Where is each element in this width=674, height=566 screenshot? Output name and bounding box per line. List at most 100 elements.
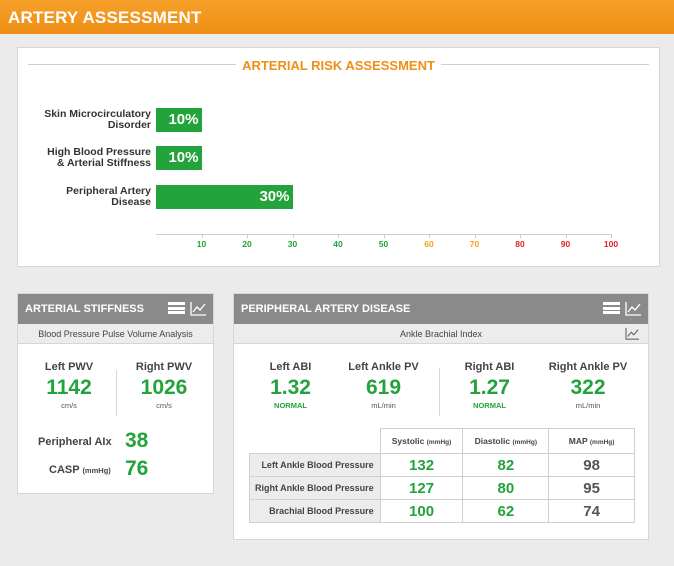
panel-subtitle: Ankle Brachial Index [234,324,648,344]
axis-tick-label: 10 [196,239,207,249]
row-label: Left Ankle Blood Pressure [249,453,381,477]
systolic-value: 100 [379,499,464,523]
left-ankle-pv: Left Ankle PV 619 mL/min [341,361,426,410]
map-value: 98 [548,453,635,477]
risk-label-line2: Disease [111,196,151,208]
right-pwv-label: Right PWV [135,361,193,373]
risk-value: 30% [259,188,290,205]
header-icons [603,301,642,316]
risk-label-line2: Disorder [107,119,151,131]
axis-tick-label: 20 [242,239,252,249]
diastolic-value: 80 [462,476,550,500]
right-abi-value: 1.27 [469,376,510,399]
diastolic-value: 62 [462,499,550,523]
left-ankle-pv-unit: mL/min [371,401,396,410]
risk-bar: 10% [156,146,202,170]
left-pwv: Left PWV 1142 cm/s [26,361,112,410]
axis-tick-label: 70 [469,239,480,249]
right-ankle-pv-unit: mL/min [575,401,601,410]
table-row: Right Ankle Blood Pressure 127 80 95 [249,476,635,500]
casp-unit: (mmHg) [82,466,111,475]
column-unit: (mmHg) [589,439,615,446]
axis-tick-label: 90 [560,239,571,249]
risk-title: ARTERIAL RISK ASSESSMENT [18,57,659,75]
list-icon[interactable] [603,301,620,315]
table-header-row: Systolic (mmHg) Diastolic (mmHg) MAP (mm… [250,428,635,454]
column-header: Diastolic (mmHg) [462,428,550,454]
casp-label: CASP (mmHg) [49,464,111,476]
peripheral-artery-disease-panel: PERIPHERAL ARTERY DISEASE Ankle Brachial… [233,293,649,540]
right-pwv-unit: cm/s [156,401,172,410]
right-ankle-pv-value: 322 [570,376,606,399]
axis-tick [383,234,385,238]
arterial-stiffness-panel: ARTERIAL STIFFNESS Blood Pressure Pulse … [17,293,214,494]
left-pwv-value: 1142 [46,376,92,399]
diastolic-value: 82 [462,453,550,477]
axis-tick-label: 100 [603,239,619,249]
panel-title: PERIPHERAL ARTERY DISEASE [241,303,411,315]
axis-tick-label: 40 [333,239,343,249]
axis-tick [611,234,612,238]
risk-bar: 30% [156,185,293,209]
panel-header: PERIPHERAL ARTERY DISEASE [234,294,648,324]
list-icon[interactable] [168,301,185,315]
left-pwv-unit: cm/s [61,401,77,410]
risk-label: Skin Microcirculatory Disorder [18,109,151,131]
table-row: Brachial Blood Pressure 100 62 74 [249,499,635,523]
column-header: MAP (mmHg) [548,428,635,454]
axis-tick [338,234,339,238]
column-label: Diastolic [474,436,511,446]
risk-title-text: ARTERIAL RISK ASSESSMENT [236,58,441,73]
axis-tick [565,234,567,238]
panel-subtitle-text: Blood Pressure Pulse Volume Analysis [38,329,193,339]
risk-label-line1: Peripheral Artery [66,185,151,197]
left-abi-value: 1.32 [270,376,311,399]
left-ankle-pv-value: 619 [365,376,402,399]
axis-tick [429,234,430,238]
risk-value: 10% [168,149,199,166]
risk-label-line2: & Arterial Stiffness [56,157,151,169]
panel-header: ARTERIAL STIFFNESS [18,294,213,324]
axis-tick-label: 50 [378,239,389,249]
left-abi-label: Left ABI [269,361,312,373]
line-chart-icon[interactable] [625,327,640,340]
casp-label-text: CASP [49,464,80,476]
line-chart-icon[interactable] [190,301,207,316]
risk-label-line1: Skin Microcirculatory [44,108,151,120]
axis-tick [474,234,476,238]
app-header: ARTERY ASSESSMENT [0,0,674,34]
column-unit: (mmHg) [512,439,538,446]
left-abi: Left ABI 1.32 NORMAL [248,361,333,410]
right-abi-status: NORMAL [473,401,506,410]
right-ankle-pv: Right Ankle PV 322 mL/min [538,361,638,410]
right-pwv: Right PWV 1026 cm/s [121,361,207,410]
map-value: 95 [548,476,635,500]
risk-label-line1: High Blood Pressure [47,146,151,158]
panel-title: ARTERIAL STIFFNESS [25,303,144,315]
blood-pressure-table: Systolic (mmHg) Diastolic (mmHg) MAP (mm… [249,428,635,523]
axis-tick [292,234,294,238]
axis-tick-label: 30 [287,239,298,249]
divider [116,370,117,416]
right-ankle-pv-label: Right Ankle PV [548,361,628,373]
risk-assessment-panel: ARTERIAL RISK ASSESSMENT Skin Microcircu… [17,47,660,267]
risk-bar: 10% [156,108,202,132]
page-title: ARTERY ASSESSMENT [8,8,202,27]
casp-value: 76 [125,457,149,480]
systolic-value: 127 [379,476,464,500]
left-pwv-label: Left PWV [44,361,94,373]
column-unit: (mmHg) [426,439,452,446]
table-corner [250,429,381,454]
row-label: Brachial Blood Pressure [249,499,381,523]
right-pwv-value: 1026 [140,376,188,399]
axis-tick [201,234,203,238]
table-row: Left Ankle Blood Pressure 132 82 98 [249,453,635,477]
systolic-value: 132 [379,453,464,477]
divider [439,368,440,416]
line-chart-icon[interactable] [625,301,642,316]
axis-tick-label: 60 [424,239,434,249]
left-abi-status: NORMAL [274,401,307,410]
left-ankle-pv-label: Left Ankle PV [348,361,419,373]
peripheral-aix-label: Peripheral AIx [38,436,112,448]
column-header: Systolic (mmHg) [379,428,464,454]
